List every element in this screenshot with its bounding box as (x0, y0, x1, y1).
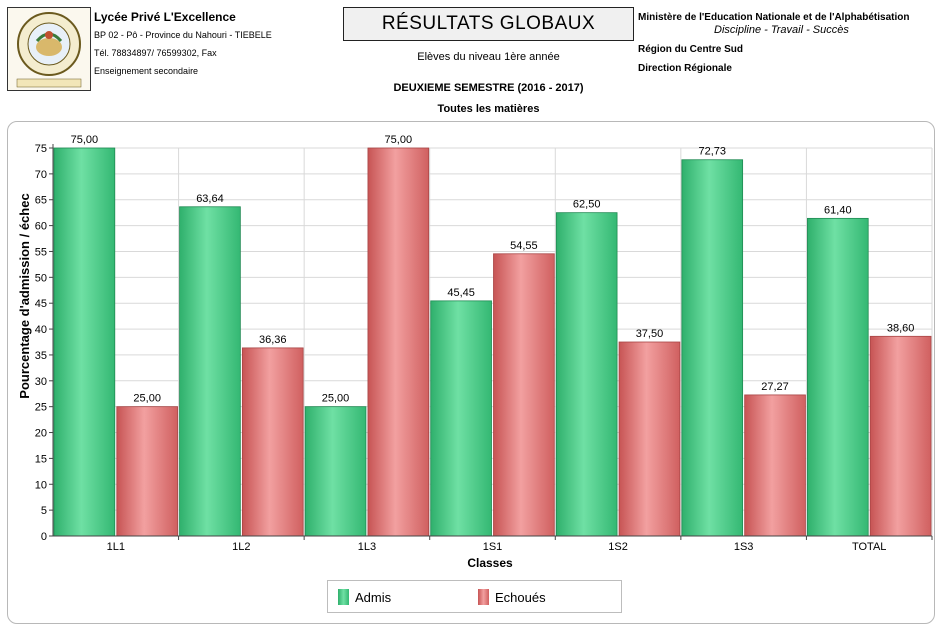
bar-admis (304, 406, 367, 537)
school-info: Lycée Privé L'Excellence BP 02 - Pô - Pr… (94, 10, 334, 84)
data-label: 75,00 (71, 134, 99, 146)
y-tick-label: 75 (35, 143, 47, 155)
data-label: 36,36 (259, 334, 287, 346)
school-logo (7, 7, 91, 91)
report-subtitle: Elèves du niveau 1ère année (417, 51, 560, 63)
data-label: 25,00 (133, 393, 161, 405)
data-label: 38,60 (887, 322, 915, 334)
y-tick-label: 30 (35, 376, 47, 388)
data-label: 54,55 (510, 240, 538, 252)
data-label: 63,64 (196, 193, 224, 205)
x-tick-label: 1L2 (232, 541, 250, 553)
data-label: 75,00 (385, 134, 413, 146)
y-axis-label: Pourcentage d'admission / échec (17, 193, 32, 398)
data-label: 62,50 (573, 199, 601, 211)
x-axis-label: Classes (467, 556, 513, 570)
bar-echoues (241, 347, 304, 537)
data-label: 27,27 (761, 381, 789, 393)
y-tick-label: 40 (35, 324, 47, 336)
school-address: BP 02 - Pô - Province du Nahouri - TIEBE… (94, 30, 272, 40)
data-label: 37,50 (636, 328, 664, 340)
region-name: Région du Centre Sud (638, 44, 743, 55)
y-tick-label: 55 (35, 246, 47, 258)
bar-echoues (869, 335, 932, 537)
report-semester: DEUXIEME SEMESTRE (2016 - 2017) (393, 82, 584, 94)
bar-echoues (744, 394, 806, 537)
school-name: Lycée Privé L'Excellence (94, 10, 236, 24)
data-label: 61,40 (824, 204, 852, 216)
y-tick-label: 60 (35, 221, 47, 233)
x-tick-label: 1L1 (107, 541, 125, 553)
bar-admis (53, 147, 116, 537)
data-label: 45,45 (447, 287, 475, 299)
y-tick-label: 10 (35, 479, 47, 491)
y-tick-label: 70 (35, 169, 47, 181)
bar-admis (430, 300, 492, 537)
legend-label-echoues: Echoués (495, 589, 546, 605)
y-tick-label: 45 (35, 298, 47, 310)
ministry-motto: Discipline - Travail - Succès (714, 24, 849, 36)
bar-admis (807, 217, 869, 537)
bar-echoues (493, 253, 555, 537)
y-tick-label: 20 (35, 428, 47, 440)
bar-admis (681, 159, 744, 537)
y-tick-label: 5 (41, 505, 47, 517)
x-tick-label: 1S2 (608, 541, 628, 553)
report-subjects: Toutes les matières (437, 103, 540, 115)
school-phone: Tél. 78834897/ 76599302, Fax (94, 48, 217, 58)
chart-legend: Admis Echoués (327, 580, 622, 613)
legend-swatch-echoues (478, 589, 489, 605)
legend-label-admis: Admis (355, 589, 392, 605)
report-title: RÉSULTATS GLOBAUX (343, 7, 634, 41)
chart-frame (7, 121, 935, 624)
data-label: 72,73 (698, 146, 726, 158)
x-tick-label: 1S1 (483, 541, 503, 553)
school-level: Enseignement secondaire (94, 66, 199, 76)
y-tick-label: 0 (41, 531, 47, 543)
y-tick-label: 65 (35, 195, 47, 207)
direction-name: Direction Régionale (638, 63, 732, 74)
ministry-info: Ministère de l'Education Nationale et de… (638, 12, 938, 74)
data-label: 25,00 (322, 393, 350, 405)
y-tick-label: 50 (35, 272, 47, 284)
y-tick-label: 35 (35, 350, 47, 362)
bar-echoues (367, 147, 430, 537)
x-tick-label: 1L3 (358, 541, 376, 553)
legend-swatch-admis (338, 589, 349, 605)
x-tick-label: 1S3 (734, 541, 754, 553)
bar-echoues (116, 406, 178, 537)
legend-item-admis: Admis (338, 589, 391, 605)
bar-echoues (618, 341, 681, 537)
ministry-name: Ministère de l'Education Nationale et de… (638, 12, 910, 23)
legend-item-echoues: Echoués (478, 589, 546, 605)
y-tick-label: 15 (35, 453, 47, 465)
x-tick-label: TOTAL (852, 541, 886, 553)
bar-admis (555, 212, 618, 537)
bar-admis (179, 206, 241, 537)
y-tick-label: 25 (35, 402, 47, 414)
